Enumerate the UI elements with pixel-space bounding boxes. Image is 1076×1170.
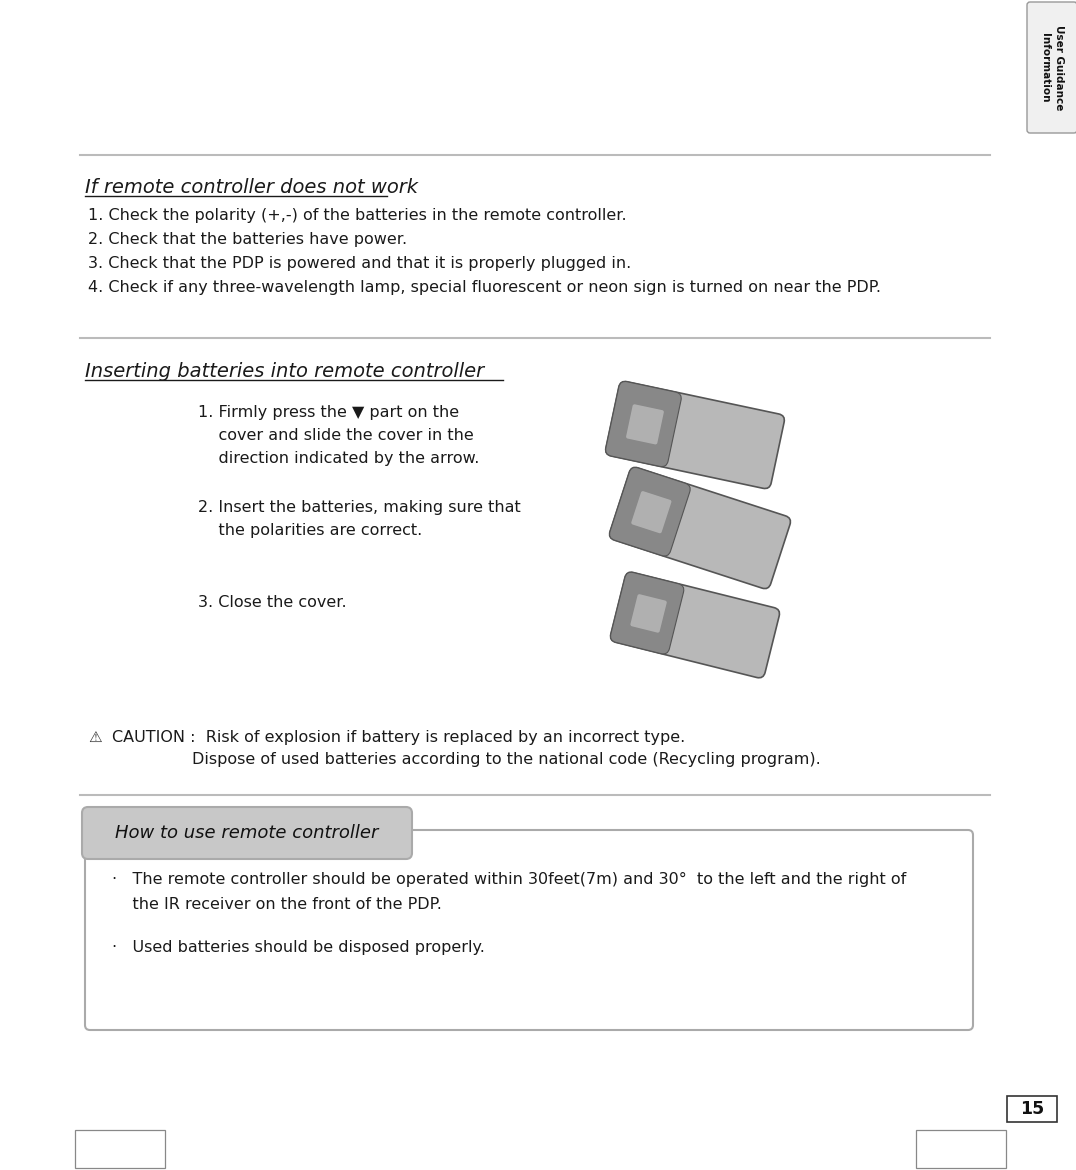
Text: How to use remote controller: How to use remote controller — [115, 824, 379, 842]
Text: If remote controller does not work: If remote controller does not work — [85, 178, 417, 197]
Text: 2. Check that the batteries have power.: 2. Check that the batteries have power. — [88, 232, 407, 247]
Text: 4. Check if any three-wavelength lamp, special fluorescent or neon sign is turne: 4. Check if any three-wavelength lamp, s… — [88, 280, 881, 295]
FancyBboxPatch shape — [631, 594, 667, 633]
FancyBboxPatch shape — [610, 572, 684, 654]
FancyBboxPatch shape — [609, 467, 791, 589]
Text: the IR receiver on the front of the PDP.: the IR receiver on the front of the PDP. — [112, 897, 442, 911]
Bar — [75, 1130, 165, 1168]
FancyBboxPatch shape — [609, 467, 690, 556]
FancyBboxPatch shape — [1027, 2, 1076, 133]
Text: ·   Used batteries should be disposed properly.: · Used batteries should be disposed prop… — [112, 940, 485, 955]
FancyBboxPatch shape — [85, 830, 973, 1030]
FancyBboxPatch shape — [632, 491, 671, 534]
Text: User Guidance
Information: User Guidance Information — [1040, 25, 1063, 110]
Text: 3. Close the cover.: 3. Close the cover. — [198, 596, 346, 610]
FancyBboxPatch shape — [1007, 1096, 1057, 1122]
FancyBboxPatch shape — [606, 381, 784, 489]
FancyBboxPatch shape — [82, 807, 412, 859]
Text: 15: 15 — [1020, 1100, 1044, 1119]
Text: 2. Insert the batteries, making sure that
    the polarities are correct.: 2. Insert the batteries, making sure tha… — [198, 500, 521, 538]
Text: Dispose of used batteries according to the national code (Recycling program).: Dispose of used batteries according to t… — [192, 752, 821, 768]
FancyBboxPatch shape — [610, 572, 779, 677]
Text: Inserting batteries into remote controller: Inserting batteries into remote controll… — [85, 362, 484, 381]
Text: 1. Check the polarity (+,-) of the batteries in the remote controller.: 1. Check the polarity (+,-) of the batte… — [88, 208, 626, 223]
Text: 3. Check that the PDP is powered and that it is properly plugged in.: 3. Check that the PDP is powered and tha… — [88, 256, 632, 271]
FancyBboxPatch shape — [626, 405, 664, 445]
Text: 1. Firmly press the ▼ part on the
    cover and slide the cover in the
    direc: 1. Firmly press the ▼ part on the cover … — [198, 405, 480, 466]
Text: ⚠: ⚠ — [88, 730, 101, 745]
FancyBboxPatch shape — [606, 381, 681, 467]
Text: CAUTION :  Risk of explosion if battery is replaced by an incorrect type.: CAUTION : Risk of explosion if battery i… — [112, 730, 685, 745]
Bar — [916, 1130, 1006, 1168]
Text: ·   The remote controller should be operated within 30feet(7m) and 30°  to the l: · The remote controller should be operat… — [112, 872, 906, 887]
